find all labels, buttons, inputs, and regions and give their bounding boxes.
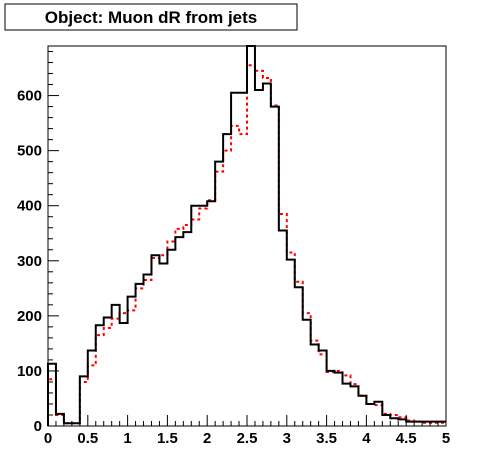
y-tick-label: 400 bbox=[17, 198, 42, 215]
x-tick-label: 0 bbox=[44, 430, 52, 447]
x-tick-label: 2.5 bbox=[237, 430, 258, 447]
y-tick-label: 0 bbox=[34, 418, 42, 435]
histogram-series-solid bbox=[47, 45, 446, 426]
x-tick-label: 2 bbox=[203, 430, 211, 447]
series-layer bbox=[47, 45, 446, 426]
axis-layer: 0 0.5 1 1.5 2 2.5 3 3.5 4 4.5 5 0 100 200 300 400 500 600 bbox=[17, 51, 450, 447]
y-tick-label: 300 bbox=[17, 253, 42, 270]
x-tick-label: 1 bbox=[123, 430, 131, 447]
title-frame bbox=[4, 3, 298, 31]
x-tick-label: 0.5 bbox=[77, 430, 98, 447]
x-tick-label: 4 bbox=[362, 430, 371, 447]
y-tick-label: 600 bbox=[17, 88, 42, 105]
chart-title: Object: Muon dR from jets bbox=[45, 8, 258, 27]
x-tick-label: 3.5 bbox=[316, 430, 337, 447]
x-tick-label: 4.5 bbox=[396, 430, 417, 447]
x-tick-label: 1.5 bbox=[157, 430, 178, 447]
x-tick-label: 3 bbox=[283, 430, 291, 447]
x-tick-label: 5 bbox=[442, 430, 450, 447]
title-box: Object: Muon dR from jets bbox=[4, 3, 298, 31]
y-tick-label: 200 bbox=[17, 308, 42, 325]
y-tick-label: 500 bbox=[17, 143, 42, 160]
histogram-series-dashed bbox=[47, 64, 446, 426]
y-tick-label: 100 bbox=[17, 363, 42, 380]
